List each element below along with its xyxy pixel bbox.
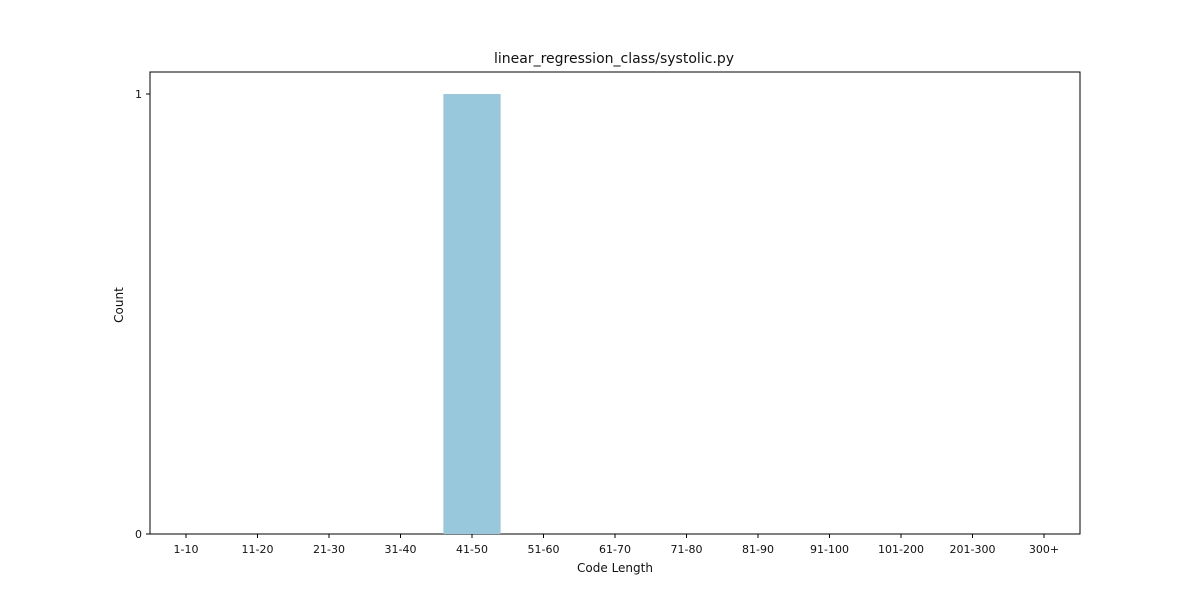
x-tick-label: 81-90 (742, 543, 774, 556)
chart-title: linear_regression_class/systolic.py (494, 51, 734, 67)
y-tick-label: 1 (135, 88, 142, 101)
y-axis-label: Count (112, 287, 126, 323)
x-tick-label: 1-10 (174, 543, 199, 556)
x-tick-label: 201-300 (950, 543, 996, 556)
x-tick-label: 300+ (1029, 543, 1059, 556)
bar-41-50 (443, 94, 501, 534)
plot-area: 1-10 11-20 21-30 31-40 41-50 51-60 61-70 71-80 8… (135, 71, 1081, 556)
x-tick-label: 51-60 (528, 543, 560, 556)
x-tick-label: 21-30 (313, 543, 345, 556)
x-tick-label: 31-40 (385, 543, 417, 556)
x-tick-label: 101-200 (878, 543, 924, 556)
x-tick-label: 41-50 (456, 543, 488, 556)
x-axis-label: Code Length (577, 561, 653, 575)
bars-group (443, 94, 501, 534)
x-tick-label: 61-70 (599, 543, 631, 556)
y-axis-ticks: 01 (135, 88, 150, 541)
plot-frame (149, 71, 1081, 535)
y-tick-label: 0 (135, 528, 142, 541)
x-tick-label: 71-80 (671, 543, 703, 556)
x-tick-label: 91-100 (810, 543, 849, 556)
x-axis-ticks: 1-10 11-20 21-30 31-40 41-50 51-60 61-70 71-80 8… (174, 534, 1059, 556)
x-tick-label: 11-20 (242, 543, 274, 556)
